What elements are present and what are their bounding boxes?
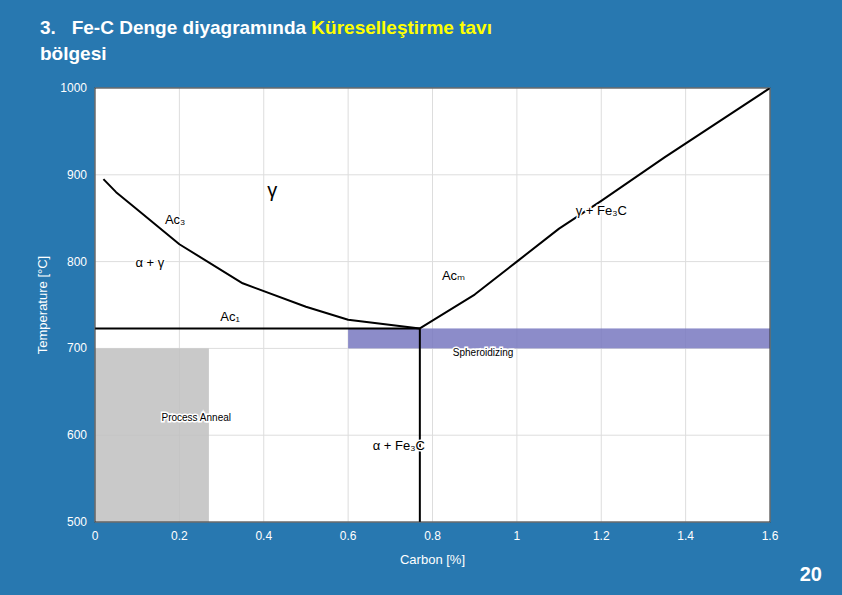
x-tick-label: 1.6 — [762, 529, 779, 543]
annotation: γ — [267, 179, 277, 201]
slide-title-part: bölgesi — [40, 43, 107, 64]
grid — [95, 88, 770, 522]
x-tick-label: 1 — [514, 529, 521, 543]
region — [95, 348, 209, 522]
x-tick-label: 0.4 — [255, 529, 272, 543]
x-grid-line — [263, 88, 264, 522]
y-tick-label: 900 — [67, 168, 87, 182]
y-tick-label: 800 — [67, 255, 87, 269]
y-grid-line — [95, 261, 770, 262]
y-axis-label: Temperature [°C] — [35, 256, 50, 354]
region-label: Process Anneal — [162, 412, 232, 423]
region-label: Spheroidizing — [453, 347, 514, 358]
y-tick-label: 700 — [67, 341, 87, 355]
x-tick-label: 1.2 — [593, 529, 610, 543]
annotation: Acₘ — [442, 268, 465, 283]
annotation: α + Fe₃C — [373, 438, 425, 453]
x-grid-line — [432, 88, 433, 522]
slide: 3. Fe-C Denge diyagramında Küreselleştir… — [0, 0, 842, 595]
annotation: Ac₃ — [165, 212, 185, 227]
annotation: γ + Fe₃C — [576, 203, 627, 218]
x-tick-label: 0.6 — [340, 529, 357, 543]
y-grid-line — [95, 174, 770, 175]
plot-background — [95, 88, 770, 522]
x-tick-label: 0.2 — [171, 529, 188, 543]
x-axis-label: Carbon [%] — [400, 552, 465, 567]
x-tick-label: 1.4 — [677, 529, 694, 543]
plot-marks — [95, 88, 770, 522]
slide-title: bölgesi — [40, 43, 107, 64]
slide-title: 3. Fe-C Denge diyagramında Küreselleştir… — [40, 17, 492, 38]
slide-background — [0, 0, 842, 595]
x-tick-label: 0.8 — [424, 529, 441, 543]
page-number: 20 — [800, 563, 822, 585]
phase-boundary — [419, 328, 421, 522]
plot-frame — [95, 88, 770, 522]
x-tick-label: 0 — [92, 529, 99, 543]
slide-title-part: Küreselleştirme tavı — [311, 17, 492, 38]
x-grid-line — [348, 88, 349, 522]
x-grid-line — [685, 88, 686, 522]
region — [348, 328, 770, 348]
y-tick-label: 600 — [67, 428, 87, 442]
y-tick-label: 500 — [67, 515, 87, 529]
y-tick-label: 1000 — [60, 81, 87, 95]
x-grid-line — [516, 88, 517, 522]
annotation: α + γ — [135, 255, 164, 270]
phase-boundary — [95, 327, 420, 329]
phase-boundary — [103, 179, 419, 328]
slide-title-part: 3. Fe-C Denge diyagramında — [40, 17, 311, 38]
x-grid-line — [601, 88, 602, 522]
annotation: Ac₁ — [220, 309, 240, 324]
phase-boundary — [420, 88, 770, 328]
